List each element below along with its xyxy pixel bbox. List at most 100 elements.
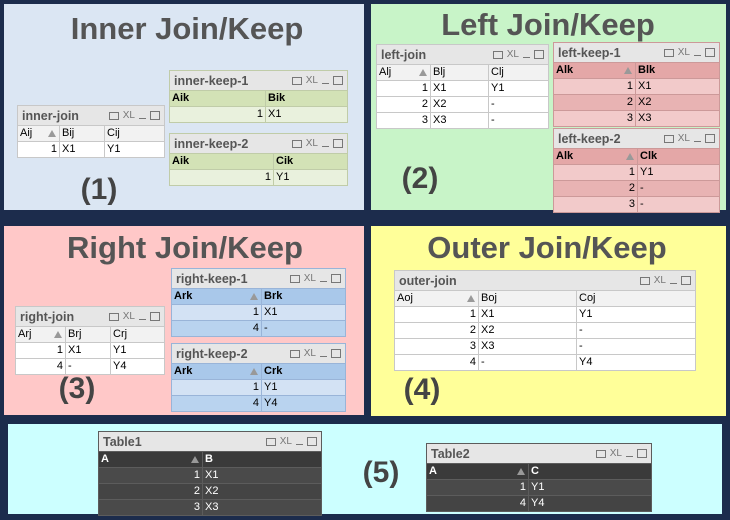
maximize-button[interactable] (150, 312, 160, 321)
column-header[interactable]: Alj (377, 65, 431, 80)
column-header[interactable]: Ark (172, 364, 262, 379)
minimize-button[interactable] (626, 456, 633, 457)
column-header[interactable]: Arj (16, 327, 66, 342)
table-box: Table2 XL A C 1 Y1 4 Y4 (426, 443, 652, 512)
minimize-button[interactable] (139, 319, 146, 320)
export-button[interactable]: XL (609, 448, 622, 459)
column-header[interactable]: Clk (640, 150, 658, 162)
export-button[interactable]: XL (305, 75, 318, 86)
column-header[interactable]: Bik (268, 92, 286, 104)
column-header[interactable]: Brk (264, 290, 283, 302)
minimize-button[interactable] (694, 141, 701, 142)
export-button[interactable]: XL (506, 49, 519, 60)
data-row: 1 X1 (172, 304, 345, 320)
cell: Y1 (264, 381, 278, 393)
column-header[interactable]: Crk (264, 365, 283, 377)
column-header[interactable]: C (531, 465, 539, 477)
cell: - (66, 359, 111, 374)
cell: 3 (395, 339, 479, 354)
cell: X3 (431, 113, 489, 128)
table-caption: Table1 XL (99, 432, 321, 451)
column-header[interactable]: Ark (172, 289, 262, 304)
column-header[interactable]: Aik (170, 154, 274, 169)
print-icon[interactable] (663, 134, 674, 143)
maximize-button[interactable] (331, 349, 341, 358)
minimize-button[interactable] (320, 281, 327, 282)
maximize-button[interactable] (333, 139, 343, 148)
export-button[interactable]: XL (677, 47, 690, 58)
export-button[interactable]: XL (653, 275, 666, 286)
column-header[interactable]: Alk (554, 149, 638, 164)
column-header[interactable]: A (99, 452, 203, 467)
table-box: inner-keep-1 XL Aik Bik 1 X1 (169, 70, 348, 123)
data-row: 1 Y1 (172, 379, 345, 395)
column-header[interactable]: Blj (431, 65, 489, 80)
maximize-button[interactable] (307, 437, 317, 446)
column-header[interactable]: Cij (107, 127, 120, 139)
print-icon[interactable] (289, 349, 300, 358)
data-row: 1 Y1 (554, 164, 719, 180)
column-header[interactable]: Crj (113, 328, 128, 340)
data-row: 4- (172, 320, 345, 336)
column-header[interactable]: Aoj (395, 291, 479, 306)
print-icon[interactable] (108, 111, 119, 120)
toolbar: XL (291, 75, 343, 86)
print-icon[interactable] (289, 274, 300, 283)
column-header[interactable]: Aik (170, 91, 266, 106)
column-header[interactable]: Aij (18, 126, 60, 141)
column-header[interactable]: Clj (491, 66, 504, 78)
header-row: Ark Crk (172, 363, 345, 379)
minimize-button[interactable] (322, 83, 329, 84)
maximize-button[interactable] (705, 134, 715, 143)
export-button[interactable]: XL (279, 436, 292, 447)
cell: 2 (554, 95, 636, 110)
table-box: right-keep-1 XL Ark Brk 1 X1 4- (171, 268, 346, 337)
minimize-button[interactable] (670, 283, 677, 284)
column-header[interactable]: Alk (554, 63, 636, 78)
maximize-button[interactable] (534, 50, 544, 59)
toolbar: XL (492, 49, 544, 60)
column-header[interactable]: Brj (66, 327, 111, 342)
minimize-button[interactable] (523, 57, 530, 58)
export-button[interactable]: XL (122, 110, 135, 121)
print-icon[interactable] (291, 76, 302, 85)
cell: 2 (99, 484, 203, 499)
cell: X3 (205, 501, 219, 513)
print-icon[interactable] (595, 449, 606, 458)
cell: X2 (638, 96, 652, 108)
data-row: 3 X3 (99, 499, 321, 515)
export-button[interactable]: XL (303, 348, 316, 359)
cell: X1 (638, 80, 652, 92)
maximize-button[interactable] (333, 76, 343, 85)
minimize-button[interactable] (694, 55, 701, 56)
maximize-button[interactable] (637, 449, 647, 458)
print-icon[interactable] (291, 139, 302, 148)
column-header[interactable]: Coj (579, 292, 596, 304)
print-icon[interactable] (663, 48, 674, 57)
export-button[interactable]: XL (303, 273, 316, 284)
export-button[interactable]: XL (677, 133, 690, 144)
maximize-button[interactable] (331, 274, 341, 283)
header-row: Alk Blk (554, 62, 719, 78)
minimize-button[interactable] (139, 118, 146, 119)
column-header[interactable]: A (427, 464, 529, 479)
column-header[interactable]: Cik (276, 155, 294, 167)
cell: 1 (99, 468, 203, 483)
column-header[interactable]: Boj (479, 291, 577, 306)
maximize-button[interactable] (150, 111, 160, 120)
export-button[interactable]: XL (122, 311, 135, 322)
minimize-button[interactable] (320, 356, 327, 357)
maximize-button[interactable] (681, 276, 691, 285)
export-button[interactable]: XL (305, 138, 318, 149)
print-icon[interactable] (492, 50, 503, 59)
print-icon[interactable] (108, 312, 119, 321)
print-icon[interactable] (639, 276, 650, 285)
print-icon[interactable] (265, 437, 276, 446)
column-header[interactable]: B (205, 453, 213, 465)
minimize-button[interactable] (296, 444, 303, 445)
column-header[interactable]: Blk (638, 64, 656, 76)
cell: 1 (554, 165, 638, 180)
maximize-button[interactable] (705, 48, 715, 57)
minimize-button[interactable] (322, 146, 329, 147)
column-header[interactable]: Bij (60, 126, 105, 141)
